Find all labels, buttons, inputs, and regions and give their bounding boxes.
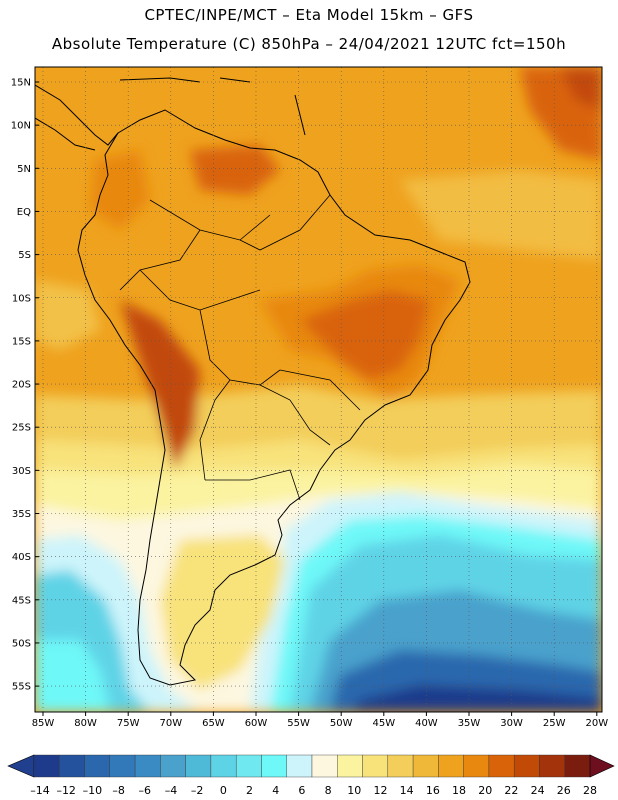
lat-label: 40S: [12, 552, 31, 563]
lon-label: 50W: [330, 718, 353, 729]
colorbar-label: 10: [347, 784, 361, 797]
graticule: [35, 67, 602, 712]
lon-label: 65W: [202, 718, 225, 729]
map-frame: [34, 66, 603, 713]
longitude-labels: 85W 80W 75W 70W 65W 60W 55W 50W 45W 40W 35W 30W 25W 2…: [32, 712, 608, 729]
lon-label: 85W: [32, 718, 55, 729]
lon-label: 80W: [74, 718, 97, 729]
field-atlantic-patch: [400, 170, 602, 260]
colorbar-over-arrow: [589, 754, 615, 778]
colorbar-label: 20: [478, 784, 492, 797]
lat-label: EQ: [17, 207, 31, 218]
colorbar-label: 12: [373, 784, 387, 797]
lon-label: 45W: [372, 718, 395, 729]
colorbar-swatch: [412, 754, 439, 778]
map-title: CPTEC/INPE/MCT – Eta Model 15km – GFS: [144, 6, 474, 24]
colorbar-label: –14: [30, 784, 50, 797]
colorbar-swatch: [109, 754, 136, 778]
field-cold-pacific-3: [35, 640, 110, 712]
central-america-coast: [35, 84, 119, 151]
country-borders: [119, 194, 361, 501]
map-subtitle: Absolute Temperature (C) 850hPa – 24/04/…: [51, 35, 567, 53]
lat-label: 15S: [12, 336, 31, 347]
colorbar-swatch: [387, 754, 414, 778]
colorbar-label: –8: [112, 784, 125, 797]
field-patagonia: [160, 535, 285, 690]
lat-label: 55S: [12, 682, 31, 693]
colorbar-label: 6: [298, 784, 305, 797]
lat-label: 30S: [12, 466, 31, 477]
colorbar-swatch: [235, 754, 262, 778]
colorbar-swatch: [438, 754, 464, 778]
lat-label: 10S: [12, 293, 31, 304]
colorbar-swatch: [311, 754, 338, 778]
lat-label: 35S: [12, 509, 31, 520]
lat-label: 5N: [17, 164, 31, 175]
colorbar-swatch: [210, 754, 237, 778]
colorbar-label: 26: [557, 784, 571, 797]
lat-label: 15N: [11, 78, 31, 89]
lon-label: 20W: [585, 718, 608, 729]
field-cold-atlantic-6: [350, 685, 602, 712]
lon-label: 70W: [159, 718, 182, 729]
field-hot-venezuela: [190, 145, 280, 195]
colorbar-swatch: [564, 754, 591, 778]
colorbar-label: 4: [272, 784, 279, 797]
lon-label: 30W: [500, 718, 523, 729]
lat-label: 5S: [18, 250, 31, 261]
colorbar-label: –2: [191, 784, 204, 797]
colorbar-label: –6: [139, 784, 152, 797]
temperature-field: [35, 67, 602, 712]
lat-label: 50S: [12, 638, 31, 649]
colorbar-label: 22: [504, 784, 518, 797]
lat-label: 20S: [12, 380, 31, 391]
colorbar-swatch: [362, 754, 389, 778]
colorbar-label: 8: [325, 784, 332, 797]
colorbar-label: –12: [56, 784, 76, 797]
lon-label: 75W: [117, 718, 140, 729]
south-america-coast: [77, 109, 471, 686]
field-hotter-corner: [560, 67, 602, 110]
colorbar-label: 16: [426, 784, 440, 797]
colorbar-label: 28: [583, 784, 597, 797]
coastlines: [35, 77, 471, 686]
colorbar-label: 18: [452, 784, 466, 797]
colorbar-label: 24: [531, 784, 545, 797]
colorbar: –14 –12 –10 –8 –6 –4 –2 0 2 4 6 8 10 12 14 16 18 20 22 24 26…: [7, 754, 615, 797]
field-hot-colombia: [90, 150, 150, 230]
lat-label: 25S: [12, 423, 31, 434]
colorbar-swatch: [286, 754, 313, 778]
colorbar-swatch: [513, 754, 540, 778]
colorbar-under-arrow: [7, 754, 35, 778]
colorbar-swatch: [463, 754, 490, 778]
colorbar-swatch: [488, 754, 515, 778]
colorbar-label: 0: [220, 784, 227, 797]
lon-label: 35W: [458, 718, 481, 729]
lon-label: 40W: [415, 718, 438, 729]
colorbar-label: 14: [400, 784, 414, 797]
colorbar-label: –10: [83, 784, 103, 797]
field-hotter-brazil: [300, 290, 430, 380]
colorbar-swatch: [33, 754, 60, 778]
colorbar-swatch: [261, 754, 287, 778]
lon-label: 55W: [287, 718, 310, 729]
lon-label: 25W: [543, 718, 566, 729]
colorbar-swatch: [134, 754, 161, 778]
lon-label: 60W: [245, 718, 268, 729]
field-andes-streak: [120, 300, 200, 470]
caribbean-islands: [119, 77, 306, 136]
colorbar-swatch: [337, 754, 363, 778]
colorbar-swatch: [539, 754, 565, 778]
colorbar-swatch: [160, 754, 186, 778]
colorbar-label: –4: [165, 784, 178, 797]
latitude-labels: 15N 10N 5N EQ 5S 10S 15S 20S 25S 30S 35S 40S 45S 50S 5…: [11, 78, 39, 693]
lat-label: 10N: [11, 121, 31, 132]
colorbar-swatch: [59, 754, 85, 778]
lat-label: 45S: [12, 595, 31, 606]
colorbar-swatch: [185, 754, 212, 778]
colorbar-label: 2: [246, 784, 253, 797]
colorbar-swatch: [84, 754, 111, 778]
